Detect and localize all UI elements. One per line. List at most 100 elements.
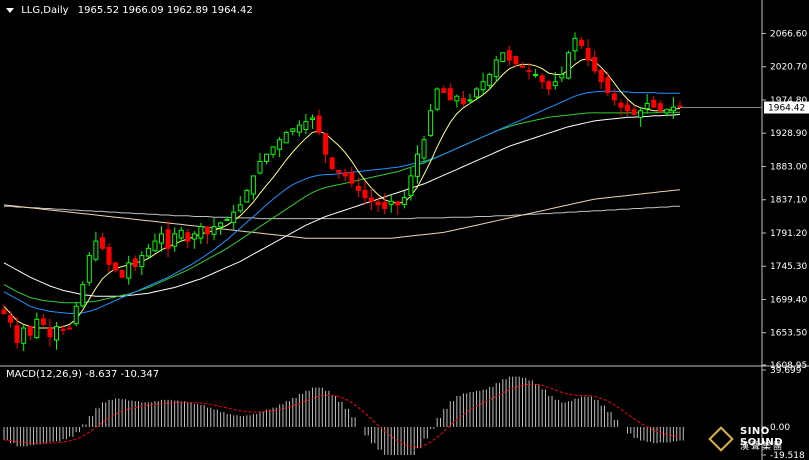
candle-body — [349, 171, 355, 184]
logo-brand-cn: 漢聲集團 — [740, 442, 785, 452]
candle-body — [237, 204, 243, 212]
candle-body — [218, 222, 224, 228]
candle-body — [264, 153, 270, 162]
candle-body — [296, 124, 302, 133]
candle-body — [428, 110, 434, 136]
candle-body — [355, 185, 361, 191]
candle-body — [401, 197, 407, 205]
ma-white-line — [3, 113, 681, 297]
candle-body — [664, 108, 670, 114]
candle-body — [191, 233, 197, 240]
candle-body — [172, 233, 178, 247]
ohlc-values: 1965.52 1966.09 1962.89 1964.42 — [77, 5, 253, 16]
menu-arrow-icon[interactable] — [6, 7, 14, 13]
candle-body — [250, 175, 256, 195]
candle-body — [369, 197, 375, 202]
price-tick-label: 1653.50 — [770, 329, 807, 339]
candle-body — [382, 201, 388, 210]
candle-body — [388, 200, 394, 205]
candle-body — [14, 325, 20, 344]
candle-body — [132, 258, 138, 267]
candle-body — [624, 104, 630, 112]
ma-tan-line — [3, 189, 681, 239]
candle-body — [552, 81, 558, 87]
candle-body — [316, 115, 322, 133]
candle-body — [395, 201, 401, 206]
candle-body — [336, 169, 342, 173]
candle-body — [572, 37, 578, 52]
ma-blue-line — [3, 90, 680, 314]
candle-body — [421, 139, 427, 159]
candle-body — [54, 326, 60, 341]
current-price-box — [764, 101, 809, 114]
candle-body — [342, 172, 348, 177]
logo-diamond-icon — [708, 426, 734, 452]
candle-body — [257, 160, 263, 174]
current-price-label: 1964.42 — [768, 104, 805, 114]
candle-body — [329, 157, 335, 170]
candle-body — [441, 88, 447, 94]
candle-body — [487, 73, 493, 86]
symbol-label: LLG,Daily — [21, 5, 69, 16]
candle-body — [651, 99, 657, 108]
candle-body — [60, 328, 66, 331]
candle-body — [480, 81, 486, 91]
candle-body — [211, 226, 217, 235]
candle-body — [592, 56, 598, 72]
candle-body — [231, 211, 237, 223]
candle-body — [539, 75, 545, 83]
candle-body — [323, 133, 329, 155]
candle-body — [460, 98, 466, 104]
candle-body — [598, 69, 604, 83]
candle-body — [408, 175, 414, 196]
price-tick-label: 1608.95 — [770, 361, 807, 371]
macd-signal-line — [3, 383, 681, 448]
candle-body — [145, 247, 151, 257]
candle-body — [178, 229, 184, 239]
candle-body — [447, 88, 453, 101]
price-tick-label: 1928.90 — [770, 129, 807, 139]
candle-body — [47, 327, 53, 338]
candle-body — [611, 93, 617, 101]
candle-body — [165, 229, 171, 249]
candle-body — [67, 327, 73, 330]
candle-body — [224, 218, 230, 221]
candle-body — [434, 88, 440, 110]
candle-body — [670, 106, 676, 112]
price-tick-label: 1699.40 — [770, 295, 807, 305]
candle-body — [519, 65, 525, 68]
candle-body — [513, 56, 519, 65]
candle-body — [270, 146, 276, 155]
price-tick-label: 2066.60 — [770, 30, 807, 40]
candle-body — [80, 284, 86, 307]
candle-body — [631, 109, 637, 115]
candle-body — [303, 121, 309, 130]
ma-gray-line — [4, 205, 680, 220]
candle-body — [533, 73, 539, 76]
candle-body — [244, 189, 250, 203]
candle-body — [474, 88, 480, 98]
candle-body — [579, 39, 585, 47]
candle-body — [362, 189, 368, 199]
price-tick-label: 1974.80 — [770, 96, 807, 106]
candle-body — [113, 262, 119, 271]
candle-body — [467, 99, 473, 102]
candle-body — [93, 240, 99, 260]
candle-body — [126, 262, 132, 279]
candle-body — [605, 77, 611, 94]
candle-body — [73, 305, 79, 325]
candle-body — [309, 117, 315, 121]
candle-body — [159, 233, 165, 244]
candle-body — [40, 318, 46, 325]
candle-body — [119, 270, 125, 278]
candle-body — [283, 131, 289, 144]
macd-title: MACD(12,26,9) -8.637 -10.347 — [6, 369, 160, 380]
candle-body — [8, 315, 14, 323]
candle-body — [500, 52, 506, 62]
candle-body — [139, 255, 145, 267]
candle-body — [565, 52, 571, 79]
candle-body — [27, 326, 33, 336]
candle-body — [152, 240, 158, 252]
macd-tick-label: 0.00 — [770, 423, 790, 433]
